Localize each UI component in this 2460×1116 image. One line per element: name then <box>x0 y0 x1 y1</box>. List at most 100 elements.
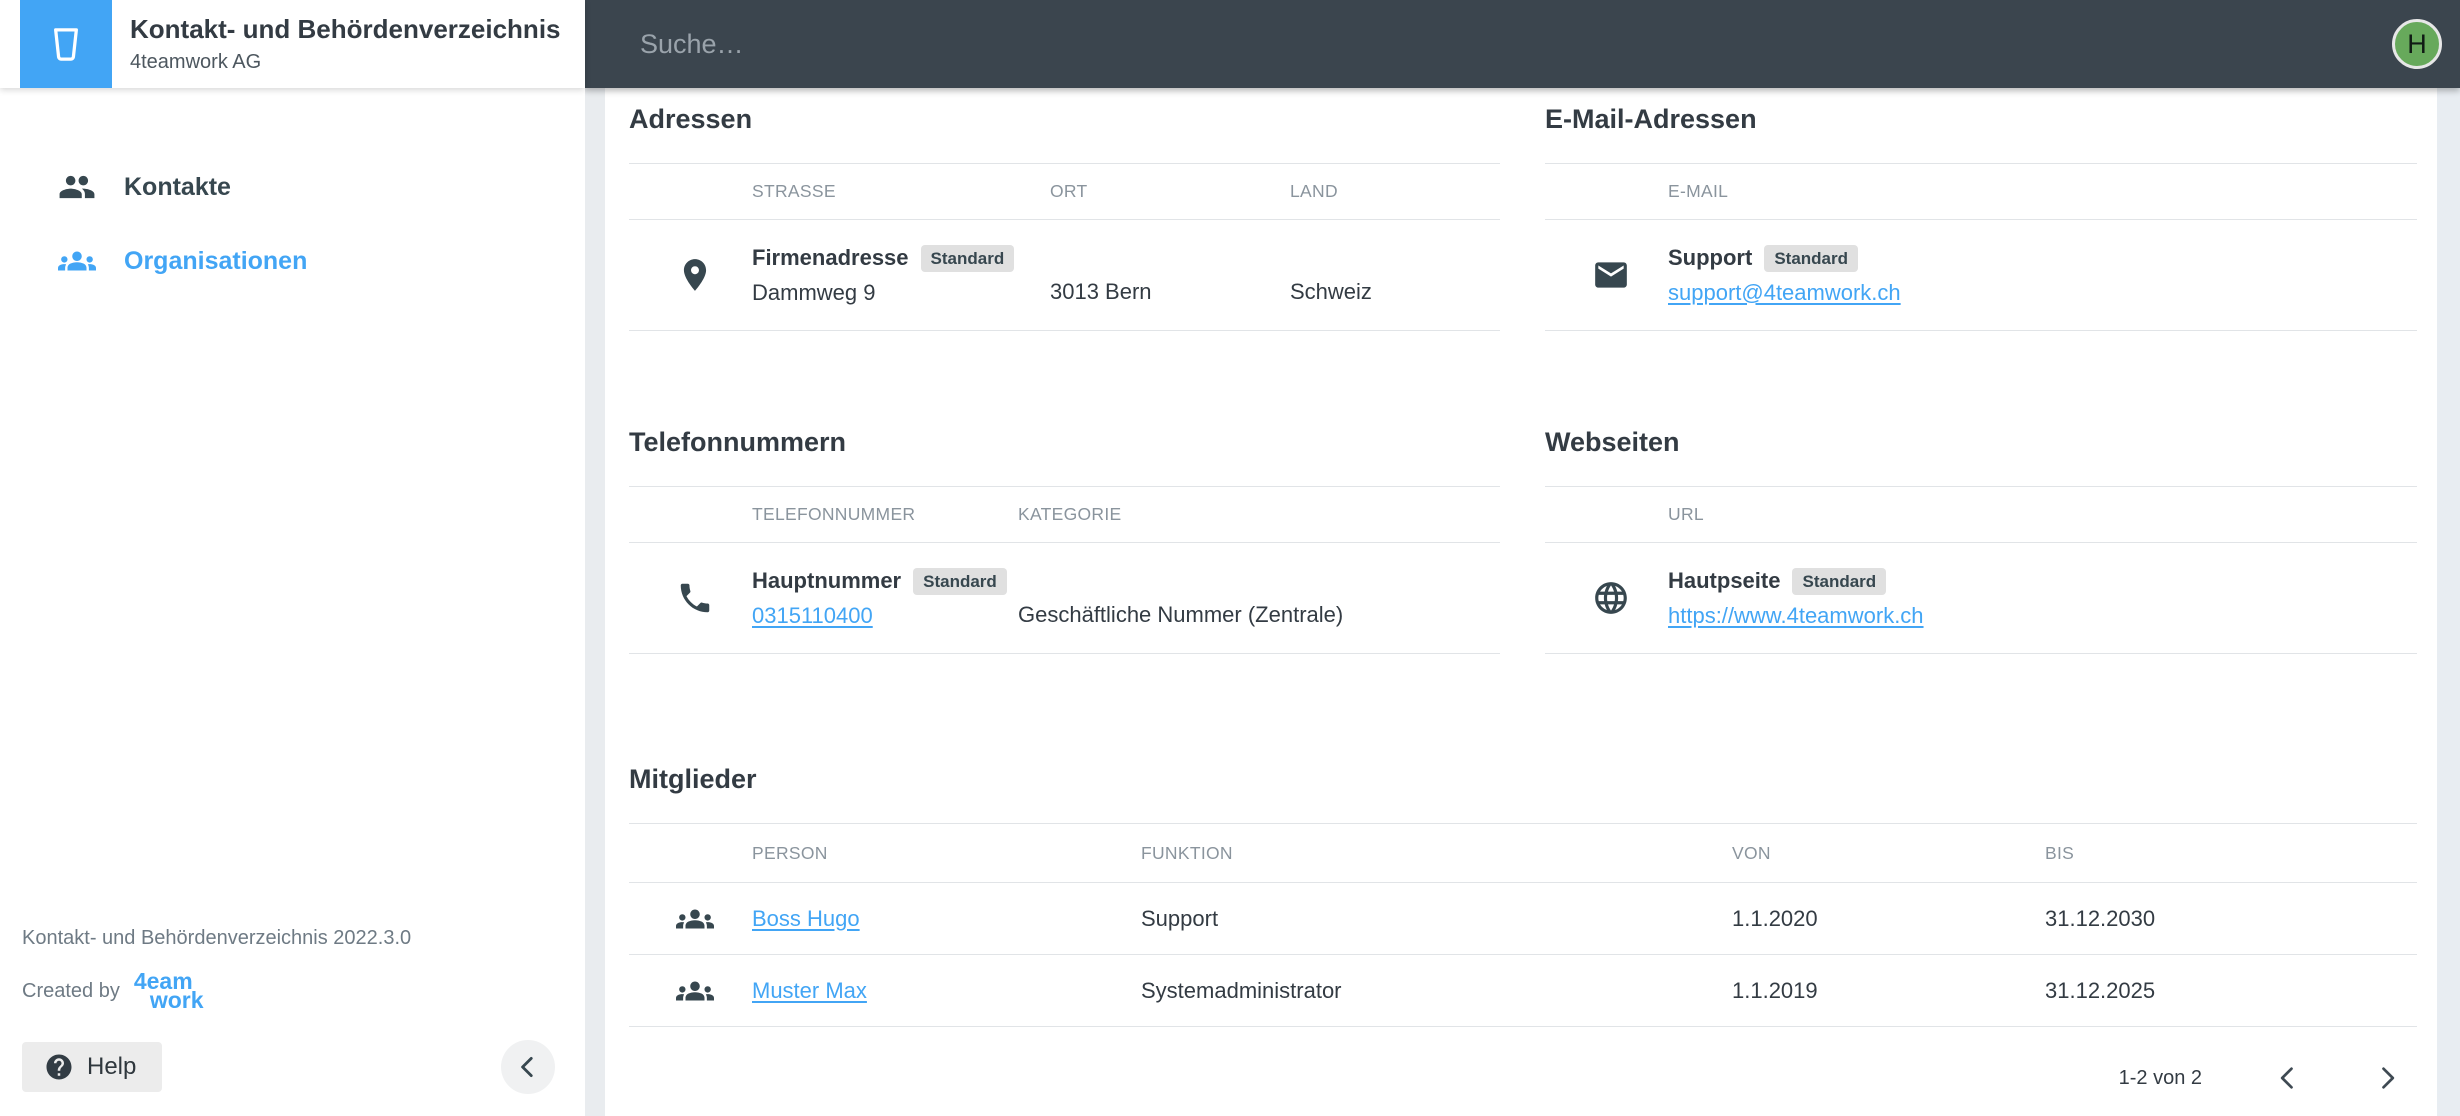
sidebar-item-label: Kontakte <box>124 172 231 201</box>
sidebar-footer-actions: Help <box>22 1040 563 1094</box>
col-person: PERSON <box>752 842 828 863</box>
member-funktion: Systemadministrator <box>1141 977 1342 1003</box>
section-title: E-Mail-Adressen <box>1545 104 1757 134</box>
app-title: Kontakt- und Behördenverzeichnis <box>130 14 561 44</box>
help-button[interactable]: Help <box>22 1042 163 1092</box>
main-area: Adressen STRASSE ORT LAND Firmenadresse … <box>585 88 2460 1116</box>
4teamwork-logo[interactable]: 4eam work <box>133 968 204 1013</box>
4teamwork-logo-line2: work <box>149 987 204 1013</box>
section-title: Webseiten <box>1545 427 1680 457</box>
col-strasse: STRASSE <box>752 181 836 201</box>
groups-icon <box>676 900 714 938</box>
table-row: Boss Hugo Support 1.1.2020 31.12.2030 <box>629 883 2417 955</box>
search-input[interactable] <box>585 0 2392 88</box>
member-link[interactable]: Muster Max <box>752 977 867 1003</box>
section-title: Mitglieder <box>629 764 757 794</box>
table-header: STRASSE ORT LAND <box>629 163 1500 220</box>
member-funktion: Support <box>1141 905 1219 931</box>
standard-badge: Standard <box>913 567 1007 595</box>
email-link[interactable]: support@4teamwork.ch <box>1668 279 1901 305</box>
sidebar-collapse-button[interactable] <box>501 1040 555 1094</box>
app-logo[interactable] <box>20 0 112 88</box>
bucket-logo-icon <box>43 21 89 67</box>
col-land: LAND <box>1290 181 1338 201</box>
main-scrollbar[interactable] <box>2437 88 2460 1116</box>
content-sheet: Adressen STRASSE ORT LAND Firmenadresse … <box>605 88 2437 1116</box>
website-link[interactable]: https://www.4teamwork.ch <box>1668 602 1924 628</box>
member-bis: 31.12.2025 <box>2045 977 2156 1003</box>
envelope-icon <box>1592 256 1630 294</box>
table-row: Hauptnummer Standard 0315110400 Geschäft… <box>629 543 1500 654</box>
table-row: Hautpseite Standard https://www.4teamwor… <box>1545 543 2417 654</box>
col-kategorie: KATEGORIE <box>1018 504 1122 524</box>
member-bis: 31.12.2030 <box>2045 905 2156 931</box>
sidebar-header: Kontakt- und Behördenverzeichnis 4teamwo… <box>0 0 585 88</box>
section-email-adressen: E-Mail-Adressen E-MAIL Support Standard <box>1545 102 2417 331</box>
standard-badge: Standard <box>920 244 1015 272</box>
table-row: Muster Max Systemadministrator 1.1.2019 … <box>629 955 2417 1027</box>
email-label: Support <box>1668 245 1753 270</box>
phone-label: Hauptnummer <box>752 568 902 593</box>
address-country: Schweiz <box>1290 279 1372 304</box>
chevron-left-icon <box>515 1054 541 1080</box>
col-ort: ORT <box>1050 181 1088 201</box>
phone-icon <box>676 579 714 617</box>
sidebar: Kontakt- und Behördenverzeichnis 4teamwo… <box>0 0 585 1116</box>
sidebar-item-label: Organisationen <box>124 246 308 275</box>
created-by: Created by 4eam work <box>22 968 563 1013</box>
pagination-next-button[interactable] <box>2357 1048 2417 1108</box>
section-title: Adressen <box>629 104 753 134</box>
sections-grid: Adressen STRASSE ORT LAND Firmenadresse … <box>629 102 2417 1113</box>
website-label: Hautpseite <box>1668 568 1781 593</box>
chevron-right-icon <box>2373 1064 2401 1092</box>
table-row: Support Standard support@4teamwork.ch <box>1545 220 2417 331</box>
col-bis: BIS <box>2045 842 2075 863</box>
col-von: VON <box>1732 842 1771 863</box>
user-avatar[interactable]: H <box>2392 19 2442 69</box>
section-telefonnummern: Telefonnummern TELEFONNUMMER KATEGORIE H… <box>629 425 1500 654</box>
place-pin-icon <box>676 256 714 294</box>
table-row: Firmenadresse Standard Dammweg 9 3013 Be… <box>629 220 1500 331</box>
pagination-range: 1-2 von 2 <box>2118 1066 2202 1089</box>
section-webseiten: Webseiten URL Hautpseite Standard https: <box>1545 425 2417 654</box>
col-email: E-MAIL <box>1668 181 1729 201</box>
pagination-prev-button[interactable] <box>2258 1048 2318 1108</box>
table-header: TELEFONNUMMER KATEGORIE <box>629 486 1500 543</box>
table-header: URL <box>1545 486 2417 543</box>
groups-icon <box>676 972 714 1010</box>
app-version: Kontakt- und Behördenverzeichnis 2022.3.… <box>22 927 412 949</box>
globe-icon <box>1592 579 1630 617</box>
member-von: 1.1.2019 <box>1732 977 1818 1003</box>
app-title-block: Kontakt- und Behördenverzeichnis 4teamwo… <box>112 0 561 88</box>
people-icon <box>58 168 96 206</box>
sidebar-nav: Kontakte Organisationen <box>0 88 585 298</box>
member-von: 1.1.2020 <box>1732 905 1818 931</box>
sidebar-footer: Kontakt- und Behördenverzeichnis 2022.3.… <box>22 927 563 1094</box>
members-pagination: 1-2 von 2 <box>629 1027 2417 1113</box>
address-city: 3013 Bern <box>1050 279 1152 304</box>
col-url: URL <box>1668 504 1704 524</box>
sidebar-item-kontakte[interactable]: Kontakte <box>0 150 585 224</box>
groups-icon <box>58 242 96 280</box>
section-title: Telefonnummern <box>629 427 847 457</box>
help-button-label: Help <box>87 1053 137 1080</box>
address-label: Firmenadresse <box>752 245 909 270</box>
section-adressen: Adressen STRASSE ORT LAND Firmenadresse … <box>629 102 1500 331</box>
standard-badge: Standard <box>1764 244 1859 272</box>
address-street: Dammweg 9 <box>752 279 876 305</box>
standard-badge: Standard <box>1792 567 1887 595</box>
app-subtitle: 4teamwork AG <box>130 51 262 73</box>
phone-link[interactable]: 0315110400 <box>752 602 873 628</box>
member-link[interactable]: Boss Hugo <box>752 905 860 931</box>
help-circle-icon <box>44 1052 74 1082</box>
created-by-label: Created by <box>22 979 120 1002</box>
4teamwork-logo-line1: 4eam <box>133 968 193 994</box>
col-funktion: FUNKTION <box>1141 842 1233 863</box>
col-telefonnummer: TELEFONNUMMER <box>752 504 916 524</box>
sidebar-item-organisationen[interactable]: Organisationen <box>0 224 585 298</box>
table-header: PERSON FUNKTION VON BIS <box>629 823 2417 883</box>
phone-category: Geschäftliche Nummer (Zentrale) <box>1018 602 1344 627</box>
chevron-left-icon <box>2274 1064 2302 1092</box>
section-mitglieder: Mitglieder PERSON FUNKTION VON BIS Boss … <box>629 748 2417 1113</box>
table-header: E-MAIL <box>1545 163 2417 220</box>
